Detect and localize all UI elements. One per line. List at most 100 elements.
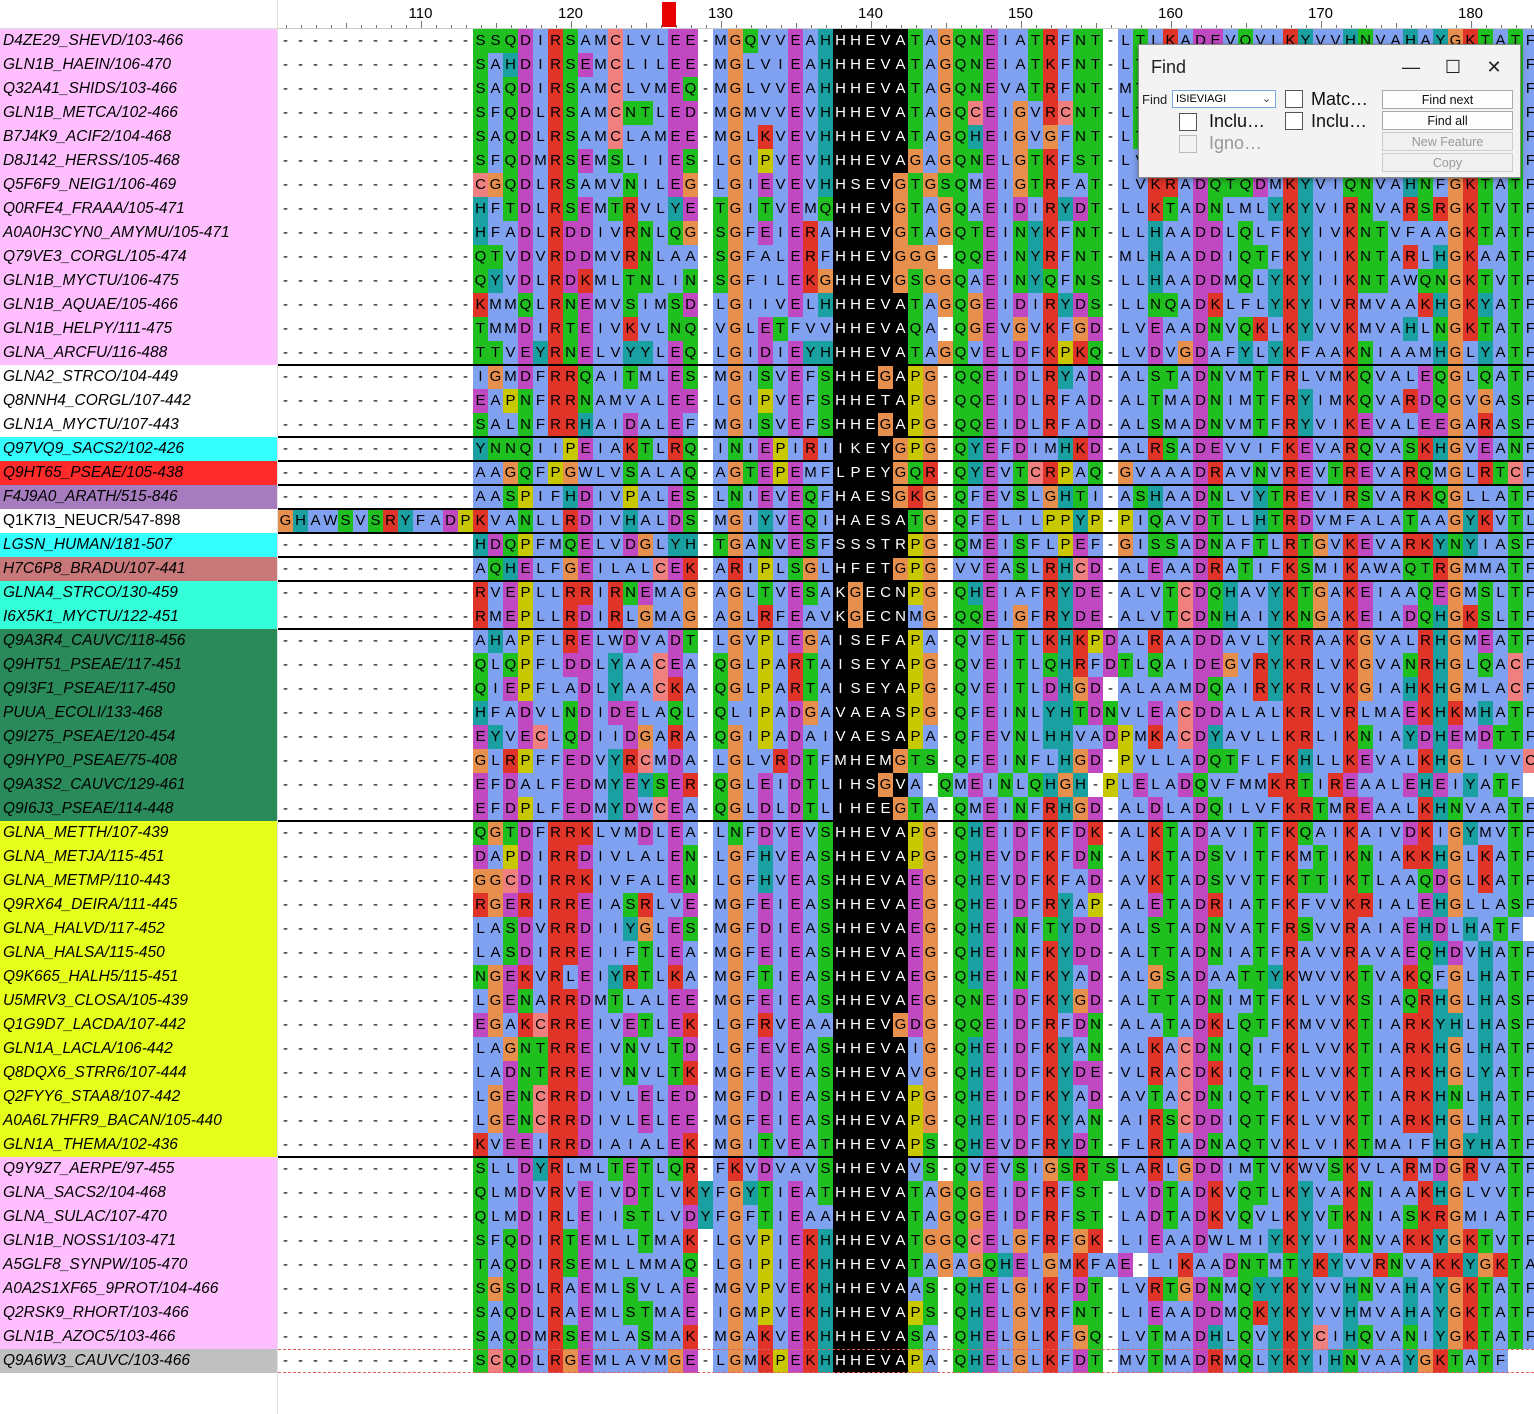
include-checkbox-2[interactable] <box>1285 112 1303 130</box>
sequence-name[interactable]: A0A2S1XF65_9PROT/104-466 <box>0 1277 277 1301</box>
sequence-name[interactable]: A5GLF8_SYNPW/105-470 <box>0 1253 277 1277</box>
sequence-name[interactable]: Q9Y9Z7_AERPE/97-455 <box>0 1157 277 1181</box>
sequence-name[interactable]: Q9HYP0_PSEAE/75-408 <box>0 749 277 773</box>
sequence-name[interactable]: Q9I3F1_PSEAE/117-450 <box>0 677 277 701</box>
sequence-name[interactable]: GLNA_SULAC/107-470 <box>0 1205 277 1229</box>
ignore-checkbox[interactable] <box>1179 135 1197 153</box>
sequence-name[interactable]: D4ZE29_SHEVD/103-466 <box>0 29 277 53</box>
sequence-name[interactable]: B7J4K9_ACIF2/104-468 <box>0 125 277 149</box>
sequence-name[interactable]: Q9I6J3_PSEAE/114-448 <box>0 797 277 821</box>
sequence-name[interactable]: GLNA_SACS2/104-468 <box>0 1181 277 1205</box>
sequence-name[interactable]: PUUA_ECOLI/133-468 <box>0 701 277 725</box>
sequence-name[interactable]: GLN1B_NOSS1/103-471 <box>0 1229 277 1253</box>
sequence-name[interactable]: LGSN_HUMAN/181-507 <box>0 533 277 557</box>
sequence-name[interactable]: F4J9A0_ARATH/515-846 <box>0 485 277 509</box>
sequence-name[interactable]: Q9HT65_PSEAE/105-438 <box>0 461 277 485</box>
sequence-name[interactable]: GLN1B_AZOC5/103-466 <box>0 1325 277 1349</box>
sequence-name[interactable]: Q5F6F9_NEIG1/106-469 <box>0 173 277 197</box>
sequence-name[interactable]: GLNA2_STRCO/104-449 <box>0 365 277 389</box>
find-next-button[interactable]: Find next <box>1382 90 1513 109</box>
sequence-name[interactable]: GLNA_METTH/107-439 <box>0 821 277 845</box>
sequence-name[interactable]: Q9K665_HALH5/115-451 <box>0 965 277 989</box>
sequence-name[interactable]: Q9HT51_PSEAE/117-451 <box>0 653 277 677</box>
include-checkbox-1[interactable] <box>1179 113 1197 131</box>
sequence-name[interactable]: Q8DQX6_STRR6/107-444 <box>0 1061 277 1085</box>
sequence-name[interactable]: Q9A6W3_CAUVC/103-466 <box>0 1349 277 1373</box>
maximize-icon[interactable]: ☐ <box>1444 57 1462 77</box>
sequence-name[interactable]: Q1K7I3_NEUCR/547-898 <box>0 509 277 533</box>
sequence-name[interactable]: Q9I275_PSEAE/120-454 <box>0 725 277 749</box>
sequence-name[interactable]: H7C6P8_BRADU/107-441 <box>0 557 277 581</box>
sequence-name[interactable]: GLNA_METMP/110-443 <box>0 869 277 893</box>
sequence-name[interactable]: GLNA_ARCFU/116-488 <box>0 341 277 365</box>
sequence-name[interactable]: Q79VE3_CORGL/105-474 <box>0 245 277 269</box>
sequence-name[interactable]: Q32A41_SHIDS/103-466 <box>0 77 277 101</box>
sequence-name[interactable]: Q9RX64_DEIRA/111-445 <box>0 893 277 917</box>
column-marker[interactable] <box>662 2 676 27</box>
sequence-name[interactable]: GLNA4_STRCO/130-459 <box>0 581 277 605</box>
ruler[interactable]: 110 120 130 140 150 160 170 180 <box>278 0 1534 29</box>
sequence-name[interactable]: U5MRV3_CLOSA/105-439 <box>0 989 277 1013</box>
sequence-name[interactable]: Q9A3R4_CAUVC/118-456 <box>0 629 277 653</box>
sequence-name[interactable]: GLN1A_LACLA/106-442 <box>0 1037 277 1061</box>
sequence-name[interactable]: GLN1B_AQUAE/105-466 <box>0 293 277 317</box>
sequence-name[interactable]: Q2RSK9_RHORT/103-466 <box>0 1301 277 1325</box>
sequence-name[interactable]: Q97VQ9_SACS2/102-426 <box>0 437 277 461</box>
sequence-name[interactable]: GLN1A_MYCTU/107-443 <box>0 413 277 437</box>
sequence-name[interactable]: I6X5K1_MYCTU/122-451 <box>0 605 277 629</box>
find-all-button[interactable]: Find all <box>1382 111 1513 130</box>
sequence-name[interactable]: GLN1B_METCA/102-466 <box>0 101 277 125</box>
minimize-icon[interactable]: — <box>1402 57 1420 77</box>
sequence-name[interactable]: GLN1A_THEMA/102-436 <box>0 1133 277 1157</box>
match-case-checkbox[interactable] <box>1285 90 1303 108</box>
sequence-name[interactable]: GLN1B_HELPY/111-475 <box>0 317 277 341</box>
new-feature-button[interactable]: New Feature <box>1382 132 1513 151</box>
sequence-name[interactable]: Q2FYY6_STAA8/107-442 <box>0 1085 277 1109</box>
sequence-name[interactable]: D8J142_HERSS/105-468 <box>0 149 277 173</box>
sequence-name[interactable]: GLN1B_MYCTU/106-475 <box>0 269 277 293</box>
sequence-name[interactable]: Q8NNH4_CORGL/107-442 <box>0 389 277 413</box>
sequence-name[interactable]: Q9A3S2_CAUVC/129-461 <box>0 773 277 797</box>
sequence-name[interactable]: Q0RFE4_FRAAA/105-471 <box>0 197 277 221</box>
